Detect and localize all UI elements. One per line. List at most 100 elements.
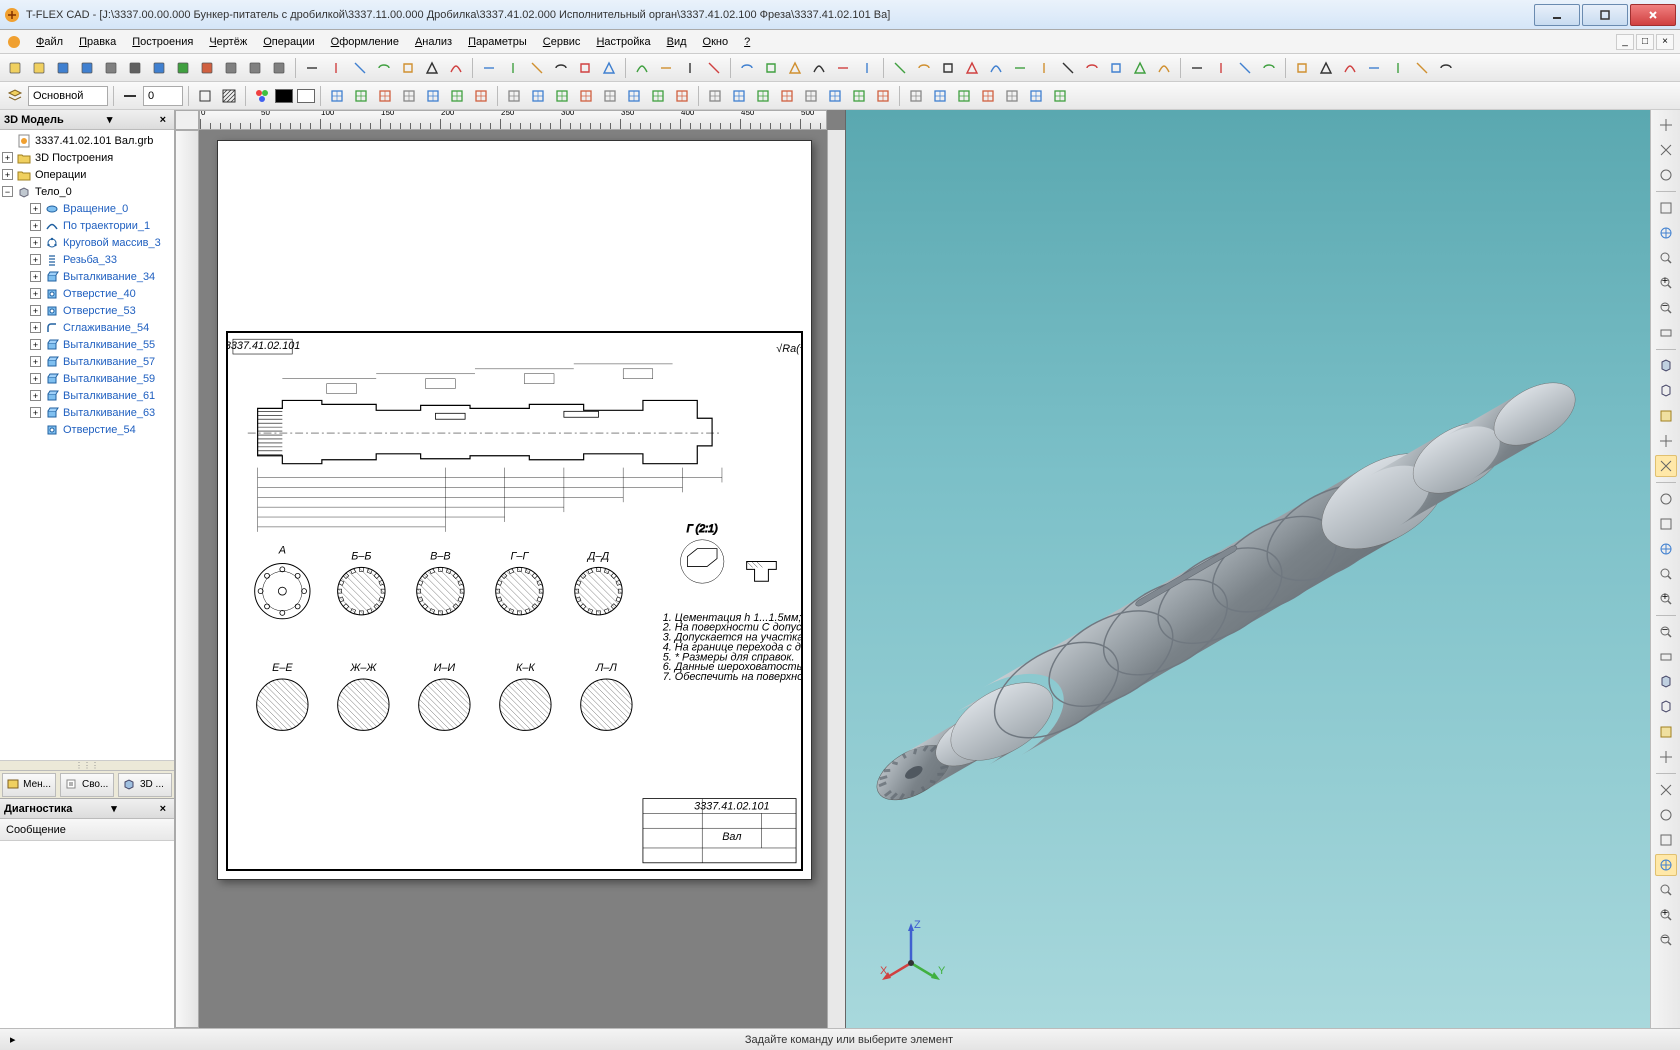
right-tool-btn[interactable]: −: [1655, 621, 1677, 643]
right-tool-btn[interactable]: [1655, 380, 1677, 402]
toolbar-draw-btn[interactable]: [1291, 57, 1313, 79]
right-tool-btn[interactable]: [1655, 164, 1677, 186]
toolbar-draw-btn[interactable]: [1186, 57, 1208, 79]
toolbar-view-btn[interactable]: [551, 85, 573, 107]
toolbar-view-btn[interactable]: [527, 85, 549, 107]
toolbar-draw-btn[interactable]: [736, 57, 758, 79]
menu-правка[interactable]: Правка: [71, 33, 124, 51]
toolbar-btn-10[interactable]: [244, 57, 266, 79]
toolbar-draw-btn[interactable]: [373, 57, 395, 79]
right-tool-btn[interactable]: [1655, 513, 1677, 535]
toolbar-draw-btn[interactable]: [598, 57, 620, 79]
tree-item[interactable]: +Выталкивание_34: [2, 268, 172, 285]
toolbar-view-btn[interactable]: [704, 85, 726, 107]
toolbar-draw-btn[interactable]: [397, 57, 419, 79]
toolbar-view-btn[interactable]: [470, 85, 492, 107]
left-tab-0[interactable]: Мен...: [2, 773, 56, 797]
right-tool-btn[interactable]: +: [1655, 272, 1677, 294]
toolbar-view-btn[interactable]: [599, 85, 621, 107]
toolbar-view-btn[interactable]: [503, 85, 525, 107]
menu-оформление[interactable]: Оформление: [323, 33, 407, 51]
left-tab-1[interactable]: Сво...: [60, 773, 114, 797]
left-tab-2[interactable]: 3D ...: [118, 773, 172, 797]
foreground-swatch[interactable]: [275, 89, 293, 103]
toolbar-draw-btn[interactable]: [1411, 57, 1433, 79]
lineweight-icon[interactable]: [194, 85, 216, 107]
toolbar-btn-3[interactable]: [76, 57, 98, 79]
tree-item[interactable]: +По траектории_1: [2, 217, 172, 234]
mdi-minimize-button[interactable]: _: [1616, 34, 1634, 50]
toolbar-btn-7[interactable]: [172, 57, 194, 79]
right-tool-btn[interactable]: [1655, 455, 1677, 477]
close-button[interactable]: [1630, 4, 1676, 26]
toolbar-view-btn[interactable]: [326, 85, 348, 107]
toolbar-view-btn[interactable]: [374, 85, 396, 107]
toolbar-btn-6[interactable]: [148, 57, 170, 79]
toolbar-view-btn[interactable]: [728, 85, 750, 107]
viewport-scrollbar-v[interactable]: [827, 130, 845, 1028]
toolbar-draw-btn[interactable]: [301, 57, 323, 79]
right-tool-btn[interactable]: +: [1655, 588, 1677, 610]
toolbar-btn-1[interactable]: [28, 57, 50, 79]
toolbar-view-btn[interactable]: [953, 85, 975, 107]
right-tool-btn[interactable]: [1655, 829, 1677, 851]
toolbar-draw-btn[interactable]: [1033, 57, 1055, 79]
tree-item[interactable]: +Выталкивание_57: [2, 353, 172, 370]
mdi-close-button[interactable]: ×: [1656, 34, 1674, 50]
mdi-restore-button[interactable]: □: [1636, 34, 1654, 50]
right-tool-btn[interactable]: [1655, 488, 1677, 510]
tree-item[interactable]: +Отверстие_53: [2, 302, 172, 319]
toolbar-draw-btn[interactable]: [784, 57, 806, 79]
menu-параметры[interactable]: Параметры: [460, 33, 535, 51]
toolbar-draw-btn[interactable]: [325, 57, 347, 79]
right-tool-btn[interactable]: [1655, 746, 1677, 768]
tree-item[interactable]: +Выталкивание_59: [2, 370, 172, 387]
tree-item[interactable]: Отверстие_54: [2, 421, 172, 438]
toolbar-draw-btn[interactable]: [937, 57, 959, 79]
linetype-input[interactable]: [143, 86, 183, 106]
toolbar-draw-btn[interactable]: [808, 57, 830, 79]
right-tool-btn[interactable]: [1655, 355, 1677, 377]
right-tool-btn[interactable]: [1655, 322, 1677, 344]
toolbar-btn-11[interactable]: [268, 57, 290, 79]
toolbar-draw-btn[interactable]: [1210, 57, 1232, 79]
maximize-button[interactable]: [1582, 4, 1628, 26]
toolbar-draw-btn[interactable]: [550, 57, 572, 79]
toolbar-draw-btn[interactable]: [421, 57, 443, 79]
color-picker-icon[interactable]: [251, 85, 273, 107]
tree-item[interactable]: +Круговой массив_3: [2, 234, 172, 251]
toolbar-view-btn[interactable]: [446, 85, 468, 107]
toolbar-view-btn[interactable]: [824, 85, 846, 107]
right-tool-btn[interactable]: +: [1655, 904, 1677, 926]
right-tool-btn[interactable]: [1655, 538, 1677, 560]
toolbar-draw-btn[interactable]: [478, 57, 500, 79]
toolbar-draw-btn[interactable]: [961, 57, 983, 79]
toolbar-draw-btn[interactable]: [1105, 57, 1127, 79]
right-tool-btn[interactable]: [1655, 430, 1677, 452]
tree-item[interactable]: +Выталкивание_61: [2, 387, 172, 404]
panel-close-icon[interactable]: ×: [156, 114, 170, 126]
toolbar-view-btn[interactable]: [872, 85, 894, 107]
right-tool-btn[interactable]: [1655, 696, 1677, 718]
toolbar-draw-btn[interactable]: [655, 57, 677, 79]
toolbar-draw-btn[interactable]: [703, 57, 725, 79]
toolbar-view-btn[interactable]: [800, 85, 822, 107]
right-tool-btn[interactable]: [1655, 671, 1677, 693]
toolbar-btn-5[interactable]: [124, 57, 146, 79]
right-tool-btn[interactable]: [1655, 222, 1677, 244]
toolbar-view-btn[interactable]: [977, 85, 999, 107]
toolbar-btn-2[interactable]: [52, 57, 74, 79]
tree-item[interactable]: +Выталкивание_55: [2, 336, 172, 353]
toolbar-view-btn[interactable]: [752, 85, 774, 107]
toolbar-draw-btn[interactable]: [1339, 57, 1361, 79]
right-tool-btn[interactable]: [1655, 563, 1677, 585]
right-tool-btn[interactable]: [1655, 854, 1677, 876]
tree-item[interactable]: −Тело_0: [2, 183, 172, 200]
drawing-canvas[interactable]: 3337.41.02.101 Вал 3337.41.02.101 √Ra(√): [199, 130, 827, 1028]
toolbar-draw-btn[interactable]: [1081, 57, 1103, 79]
toolbar-btn-8[interactable]: [196, 57, 218, 79]
tree-item[interactable]: +Операции: [2, 166, 172, 183]
right-tool-btn[interactable]: [1655, 405, 1677, 427]
tree-item[interactable]: +Вращение_0: [2, 200, 172, 217]
tree-item[interactable]: 3337.41.02.101 Вал.grb: [2, 132, 172, 149]
